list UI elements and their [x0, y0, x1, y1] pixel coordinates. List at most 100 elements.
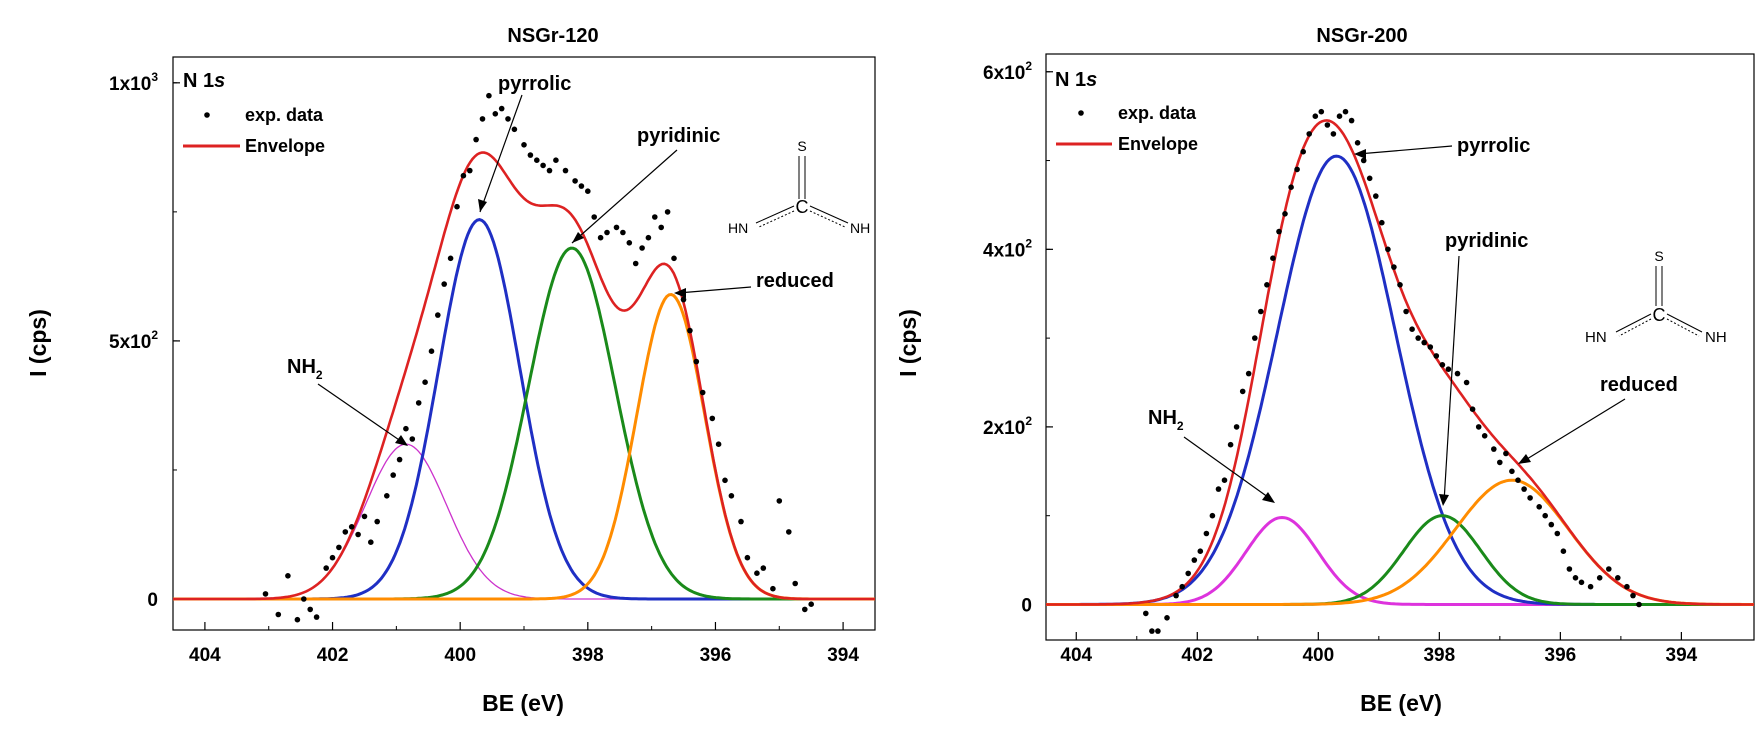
annotation-nh2: NH2: [1148, 407, 1184, 433]
peak-curve-nh2: [173, 443, 875, 600]
exp-data-point: [639, 245, 645, 251]
exp-data-point: [527, 152, 534, 158]
exp-data-point: [546, 167, 553, 174]
y-tick-label: 6x102: [983, 59, 1032, 84]
legend-label-envelope: Envelope: [1118, 134, 1198, 154]
exp-data-point: [441, 281, 448, 287]
exp-data-point: [511, 126, 518, 133]
exp-data-point: [384, 493, 390, 499]
x-tick-label: 396: [700, 645, 732, 666]
exp-data-point: [447, 255, 454, 262]
y-tick-label: 5x102: [109, 328, 158, 353]
exp-data-point: [1179, 583, 1185, 590]
exp-data-point: [715, 441, 722, 448]
legend: exp. data Envelope: [183, 105, 325, 156]
exp-data-point: [1542, 512, 1548, 519]
bond-line: [1615, 313, 1652, 333]
legend-dot-marker: [1078, 110, 1084, 116]
exp-data-point: [1596, 575, 1603, 581]
partial-bond-line: [758, 210, 795, 228]
exp-data-point: [1252, 335, 1258, 341]
exp-data-point: [553, 157, 559, 163]
exp-data-point: [572, 178, 578, 184]
curves: [173, 151, 875, 601]
exp-data-point: [1463, 379, 1470, 386]
chart-title: NSGr-200: [1316, 25, 1407, 47]
exp-data-point: [1454, 370, 1461, 377]
x-tick-label: 394: [827, 645, 859, 666]
exp-data-point: [1258, 308, 1264, 315]
envelope-curve: [1046, 119, 1754, 606]
arrow-pyrrolic: [479, 94, 523, 213]
exp-data-point: [1445, 366, 1452, 373]
exp-data-point: [1497, 459, 1503, 466]
exp-data-point: [473, 136, 479, 143]
exp-data-point: [1624, 583, 1630, 590]
region-label: N 1s: [183, 70, 225, 92]
exp-data-point: [770, 585, 776, 592]
partial-bond-line: [809, 210, 846, 228]
y-tick-label: 1x103: [109, 70, 158, 95]
exp-data-point: [1245, 370, 1252, 377]
exp-data-point: [1385, 246, 1391, 253]
exp-data-point: [1164, 615, 1170, 621]
exp-data-point: [1566, 566, 1573, 572]
arrowhead-pyridinic: [572, 232, 584, 243]
exp-data-point: [275, 611, 282, 618]
annotations: pyrrolic pyridinic reduced NH2: [287, 73, 834, 446]
exp-data-point: [1239, 388, 1246, 395]
exp-data-point: [591, 214, 597, 220]
exp-data-point: [342, 529, 349, 535]
exp-data-point: [454, 203, 460, 210]
annotation-pyrrolic: pyrrolic: [1457, 135, 1530, 157]
y-tick-label: 4x102: [983, 236, 1032, 261]
exp-data-point: [760, 565, 767, 571]
exp-data-point: [1203, 530, 1210, 537]
exp-data-point: [786, 529, 792, 535]
annotation-reduced: reduced: [756, 270, 834, 292]
structure-s-label: S: [797, 138, 806, 154]
exp-data-point: [1215, 486, 1222, 492]
exp-data-point: [687, 327, 693, 334]
exp-data-point: [728, 493, 735, 499]
y-tick-labels: 0 2x102 4x102 6x102: [983, 59, 1053, 616]
exp-data-point: [620, 229, 626, 236]
y-tick-label: 0: [1021, 595, 1032, 616]
exp-data-point: [632, 260, 639, 267]
exp-data-point: [460, 172, 467, 179]
exp-data-point: [1197, 548, 1204, 554]
exp-data-point: [1300, 148, 1306, 155]
exp-data-point: [1318, 108, 1325, 115]
exp-data-point: [374, 518, 381, 525]
exp-data-point: [1509, 468, 1515, 475]
exp-data-point: [521, 142, 527, 148]
exp-data-point: [1221, 477, 1228, 484]
exp-data-point: [1288, 184, 1294, 190]
y-tick-label: 0: [147, 590, 158, 611]
exp-data-point: [1515, 477, 1521, 484]
exp-data-point: [294, 616, 301, 623]
exp-data-point: [1149, 628, 1155, 634]
legend-label-exp-data: exp. data: [1118, 103, 1197, 123]
exp-data-point: [1527, 495, 1533, 501]
exp-data-point: [1264, 282, 1270, 288]
exp-data-point: [1587, 583, 1594, 590]
exp-data-point: [626, 240, 633, 246]
exp-data-point: [323, 565, 330, 571]
x-tick-label: 398: [572, 645, 604, 666]
exp-data-points: [262, 92, 814, 623]
thiourea-structure: S C HN NH: [728, 138, 870, 236]
chart-nsgr-200: NSGr-200 0 2x102 4x102 6x102 404 402 400 398 39…: [895, 25, 1755, 716]
exp-data-point: [486, 92, 492, 99]
x-tick-label: 398: [1423, 645, 1455, 666]
exp-data-point: [1185, 570, 1191, 577]
exp-data-point: [1276, 228, 1282, 235]
bond-line: [1666, 313, 1703, 333]
exp-data-point: [1366, 175, 1373, 182]
exp-data-point: [1503, 450, 1509, 457]
exp-data-point: [307, 606, 314, 613]
exp-data-point: [1173, 592, 1179, 599]
exp-data-point: [585, 188, 591, 194]
